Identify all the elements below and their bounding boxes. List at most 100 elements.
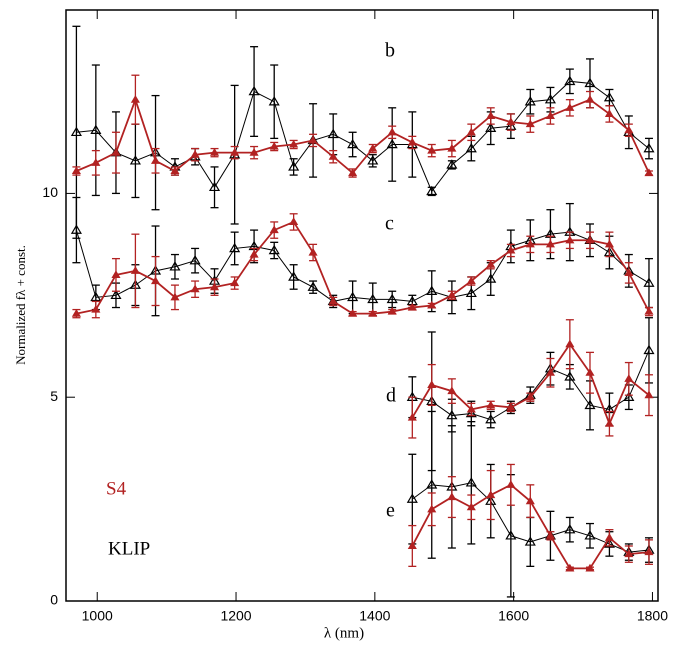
point-marker — [288, 161, 300, 171]
point-marker — [407, 412, 417, 421]
point-marker — [447, 290, 457, 299]
point-marker — [91, 158, 101, 166]
point-marker — [485, 413, 497, 424]
point-marker — [506, 117, 516, 126]
point-marker — [71, 166, 81, 175]
point-marker — [584, 530, 596, 540]
point-marker — [348, 168, 358, 177]
point-marker — [644, 390, 654, 399]
point-marker — [565, 339, 575, 348]
point-marker — [347, 138, 359, 149]
point-marker — [604, 109, 614, 117]
point-marker — [407, 541, 417, 550]
point-marker — [268, 244, 280, 255]
point-marker — [465, 477, 477, 487]
series-line — [412, 350, 650, 421]
panel-label: c — [385, 213, 394, 235]
point-marker — [643, 277, 655, 287]
panel-label: d — [386, 385, 396, 407]
point-marker — [447, 386, 457, 395]
point-marker — [170, 292, 180, 301]
point-marker — [486, 490, 496, 499]
point-marker — [268, 96, 280, 106]
x-tick-label: 1000 — [82, 608, 113, 624]
legend-entry: KLIP — [108, 538, 150, 559]
point-marker — [584, 77, 596, 88]
point-marker — [544, 93, 556, 104]
point-marker — [643, 344, 655, 355]
point-marker — [485, 122, 497, 132]
point-marker — [249, 147, 259, 156]
point-marker — [70, 126, 82, 137]
point-marker — [525, 119, 535, 128]
point-marker — [545, 111, 555, 120]
point-marker — [604, 533, 614, 541]
point-marker — [170, 166, 180, 175]
point-marker — [90, 124, 102, 134]
point-marker — [564, 523, 576, 534]
point-marker — [249, 249, 259, 258]
point-marker — [189, 254, 201, 265]
point-marker — [624, 549, 634, 558]
point-marker — [70, 224, 82, 234]
point-marker — [446, 159, 458, 169]
point-marker — [545, 531, 555, 539]
point-marker — [367, 293, 379, 304]
x-tick-label: 1400 — [359, 608, 390, 624]
point-marker — [505, 530, 517, 540]
y-tick-label: 5 — [50, 388, 58, 404]
point-marker — [190, 284, 200, 293]
point-marker — [585, 563, 595, 572]
point-marker — [387, 306, 397, 315]
point-marker — [90, 291, 102, 302]
point-marker — [387, 127, 397, 136]
point-marker — [525, 496, 535, 505]
point-marker — [447, 492, 457, 501]
point-marker — [585, 94, 595, 103]
point-marker — [289, 139, 299, 148]
point-marker — [289, 217, 299, 225]
point-marker — [407, 137, 417, 146]
point-marker — [150, 156, 161, 164]
point-marker — [426, 479, 438, 489]
x-tick-label: 1600 — [498, 608, 529, 624]
point-marker — [584, 399, 596, 410]
point-marker — [565, 103, 575, 111]
series-line — [76, 80, 650, 193]
point-marker — [486, 260, 496, 268]
panel-label: b — [385, 40, 395, 62]
point-marker — [91, 304, 101, 313]
point-marker — [407, 302, 417, 311]
point-marker — [426, 185, 438, 196]
point-marker — [308, 247, 318, 256]
point-marker — [603, 91, 615, 102]
y-axis-label: Normalized fλ + const. — [13, 245, 28, 365]
point-marker — [209, 282, 220, 291]
point-marker — [230, 147, 240, 156]
point-marker — [110, 289, 122, 300]
point-marker — [545, 239, 555, 248]
point-marker — [506, 402, 516, 411]
point-marker — [465, 142, 477, 153]
point-marker — [150, 276, 161, 285]
point-marker — [209, 147, 220, 156]
point-marker — [368, 308, 378, 317]
point-marker — [524, 536, 536, 546]
point-marker — [624, 268, 634, 276]
point-marker — [564, 371, 576, 381]
point-marker — [230, 278, 240, 287]
point-marker — [427, 300, 437, 309]
point-marker — [406, 493, 418, 503]
point-marker — [506, 245, 516, 254]
point-marker — [565, 563, 575, 572]
legend-entry: S4 — [106, 478, 127, 499]
point-marker — [347, 291, 359, 302]
point-marker — [427, 380, 437, 389]
point-marker — [465, 407, 477, 418]
point-marker — [328, 296, 338, 305]
point-marker — [565, 235, 575, 244]
point-marker — [288, 271, 300, 281]
point-marker — [129, 155, 141, 165]
point-marker — [604, 239, 614, 248]
